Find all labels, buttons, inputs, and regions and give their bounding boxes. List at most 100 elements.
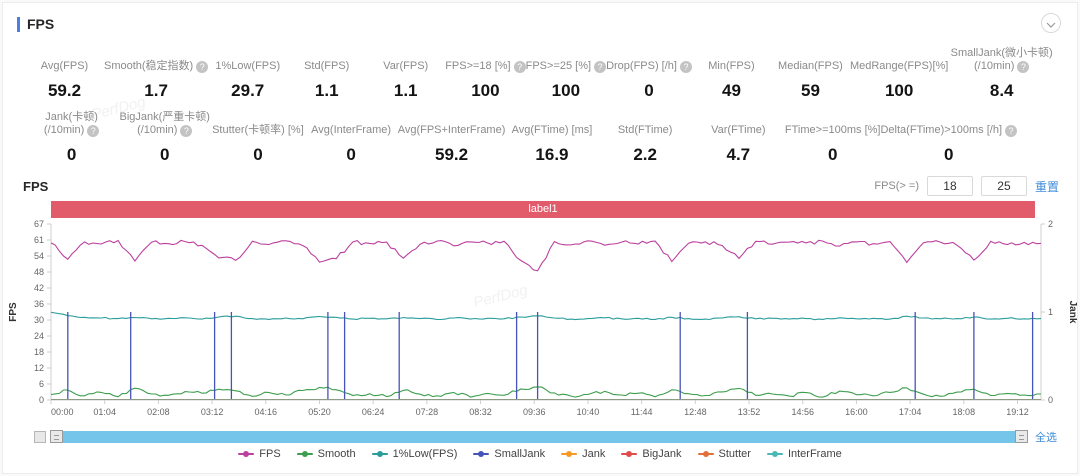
svg-text:1: 1 (1048, 307, 1053, 317)
chart-header: FPS FPS(> =) 重置 (3, 175, 1077, 197)
help-icon[interactable]: ? (1005, 124, 1018, 137)
metric-label: Var(FPS) (383, 60, 429, 72)
help-icon[interactable]: ? (87, 124, 100, 137)
legend-item[interactable]: Jank (561, 448, 605, 460)
metric: SmallJank(微小卡顿) (/10min)? 8.4 (948, 47, 1055, 101)
metric-value: 59.2 (47, 81, 82, 100)
metric-value: 1.1 (393, 81, 418, 100)
svg-text:Jank: Jank (1067, 301, 1078, 324)
svg-text:09:36: 09:36 (523, 407, 546, 417)
metric-label: MedRange(FPS)[%] (849, 60, 949, 72)
metric-label: Jank(卡顿) (/10min)? (43, 111, 100, 137)
legend-label: Stutter (718, 448, 751, 460)
legend-label: SmallJank (494, 448, 546, 460)
metric-label: FPS>=18 [%]? (445, 47, 526, 73)
chart-area: PerfDog PerfDog 0 6 12 18 24 30 36 42 48 54 61 67 0 1… (3, 94, 1078, 429)
svg-text:11:44: 11:44 (631, 407, 653, 417)
svg-text:FPS: FPS (8, 302, 19, 322)
svg-text:08:32: 08:32 (469, 407, 492, 417)
legend-item[interactable]: Smooth (296, 448, 356, 460)
svg-text:67: 67 (34, 219, 44, 229)
legend-marker-icon (296, 451, 313, 457)
legend-item[interactable]: InterFrame (766, 448, 842, 460)
metric: Min(FPS) 49 (692, 47, 771, 101)
legend-marker-icon (371, 451, 388, 457)
legend-marker-icon (621, 451, 638, 457)
svg-text:00:00: 00:00 (51, 407, 74, 417)
help-icon[interactable]: ? (679, 60, 692, 73)
scroll-corner (34, 431, 46, 443)
metric: Jank(卡顿) (/10min)? 0 (25, 111, 118, 165)
chevron-down-icon (1046, 16, 1056, 31)
legend-item[interactable]: FPS (238, 448, 281, 460)
metric-value: 0 (644, 81, 654, 100)
zoom-scrollbar[interactable] (50, 430, 1028, 443)
metric-label: Min(FPS) (708, 60, 755, 72)
metric-value: 16.9 (535, 145, 569, 164)
metric-label: BigJank(严重卡顿) (/10min)? (119, 111, 210, 137)
svg-text:06:24: 06:24 (362, 407, 385, 417)
svg-text:01:04: 01:04 (93, 407, 116, 417)
svg-text:30: 30 (34, 315, 44, 325)
svg-text:48: 48 (34, 267, 44, 277)
svg-text:6: 6 (39, 379, 44, 389)
svg-text:05:20: 05:20 (308, 407, 331, 417)
chart-scrollbar-row: 全选 (34, 430, 1057, 444)
legend-item[interactable]: SmallJank (473, 448, 545, 460)
metric-label: Avg(FPS+InterFrame) (397, 124, 506, 136)
metric-value: 29.7 (231, 81, 265, 100)
svg-text:18:08: 18:08 (953, 407, 976, 417)
panel-title: FPS (27, 16, 55, 32)
help-icon[interactable]: ? (513, 60, 526, 73)
metric: Avg(InterFrame) 0 (305, 111, 398, 165)
fps-threshold2-input[interactable] (980, 176, 1027, 196)
metric-value: 0 (160, 145, 170, 164)
legend-item[interactable]: 1%Low(FPS) (371, 448, 458, 460)
svg-text:03:12: 03:12 (201, 407, 224, 417)
svg-text:14:56: 14:56 (791, 407, 814, 417)
metric-value: 0 (346, 145, 356, 164)
fps-threshold1-input[interactable] (926, 176, 973, 196)
legend-label: Jank (582, 448, 606, 460)
metric-label: Std(FPS) (304, 60, 350, 72)
metric-value: 4.7 (726, 145, 751, 164)
zoom-handle-right[interactable] (1015, 430, 1028, 443)
metric-value: 100 (551, 81, 581, 100)
metric: Avg(FPS+InterFrame) 59.2 (398, 111, 506, 165)
svg-text:07:28: 07:28 (416, 407, 439, 417)
metric-value: 100 (471, 81, 500, 100)
legend-label: 1%Low(FPS) (392, 448, 458, 460)
svg-text:0: 0 (39, 395, 44, 405)
legend-item[interactable]: Stutter (697, 448, 751, 460)
legend-item[interactable]: BigJank (621, 448, 682, 460)
select-all-link[interactable]: 全选 (1035, 432, 1057, 444)
zoom-handle-left[interactable] (50, 430, 63, 443)
svg-text:2: 2 (1048, 219, 1053, 229)
legend-label: BigJank (642, 448, 682, 460)
metrics-row-2: Jank(卡顿) (/10min)? 0 BigJank(严重卡顿) (/10min… (3, 111, 1077, 165)
reset-link[interactable]: 重置 (1034, 179, 1059, 194)
label-banner: label1 (51, 201, 1035, 218)
help-icon[interactable]: ? (1017, 60, 1030, 73)
legend-label: FPS (259, 448, 281, 460)
metric-label: Median(FPS) (778, 60, 843, 72)
svg-text:12:48: 12:48 (684, 407, 707, 417)
metric: Avg(FPS) 59.2 (25, 47, 104, 101)
help-icon[interactable]: ? (196, 60, 209, 73)
metric: FTime>=100ms [%] 0 (785, 111, 881, 165)
metric: BigJank(严重卡顿) (/10min)? 0 (118, 111, 211, 165)
metrics-row-1: Avg(FPS) 59.2 Smooth(稳定指数)? 1.7 1%Low(FP… (3, 47, 1077, 101)
svg-text:24: 24 (34, 331, 44, 341)
legend-marker-icon (238, 451, 255, 457)
legend-label: InterFrame (787, 448, 842, 460)
metric: Median(FPS) 59 (771, 47, 850, 101)
metric: FPS>=18 [%]? 100 (445, 47, 526, 101)
panel-header: FPS (3, 3, 1077, 35)
help-icon[interactable]: ? (594, 60, 607, 73)
svg-text:19:12: 19:12 (1006, 407, 1029, 417)
help-icon[interactable]: ? (180, 124, 193, 137)
metric: Drop(FPS) [/h]? 0 (606, 47, 692, 101)
collapse-button[interactable] (1041, 13, 1061, 33)
metric-value: 59 (800, 81, 820, 100)
metric-label: 1%Low(FPS) (215, 60, 281, 72)
